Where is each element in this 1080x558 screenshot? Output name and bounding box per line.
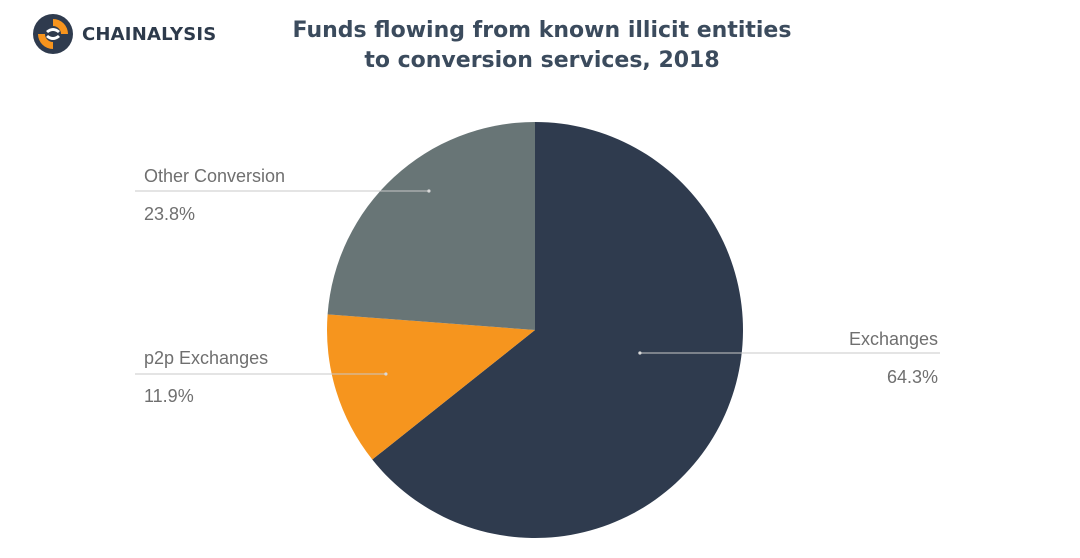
- slice-value-label: 64.3%: [887, 367, 938, 387]
- leader-dot: [427, 189, 431, 193]
- brand-wordmark: CHAINALYSIS: [82, 23, 217, 45]
- brand: CHAINALYSIS: [32, 12, 216, 56]
- chart-title-line-2: to conversion services, 2018: [364, 48, 720, 73]
- slice-label: p2p Exchanges: [144, 348, 268, 368]
- pie-slice-exchanges: [372, 122, 743, 538]
- pie-slice-other-conversion: [327, 122, 535, 330]
- slice-value-label: 23.8%: [144, 204, 195, 224]
- chart-title-line-1: Funds flowing from known illicit entitie…: [292, 18, 792, 43]
- chainalysis-logo-icon: [33, 14, 73, 54]
- chart-title: Funds flowing from known illicit entitie…: [262, 16, 822, 76]
- slice-label: Exchanges: [849, 329, 938, 349]
- pie-slices: [327, 122, 743, 538]
- leader-dot: [638, 351, 642, 355]
- leader-dot: [384, 372, 388, 376]
- slice-label: Other Conversion: [144, 166, 285, 186]
- pie-slice-p2p-exchanges: [327, 314, 535, 460]
- pie-labels: Exchanges 64.3% p2p Exchanges 11.9% Other Co…: [135, 166, 940, 406]
- slice-value-label: 11.9%: [144, 386, 194, 406]
